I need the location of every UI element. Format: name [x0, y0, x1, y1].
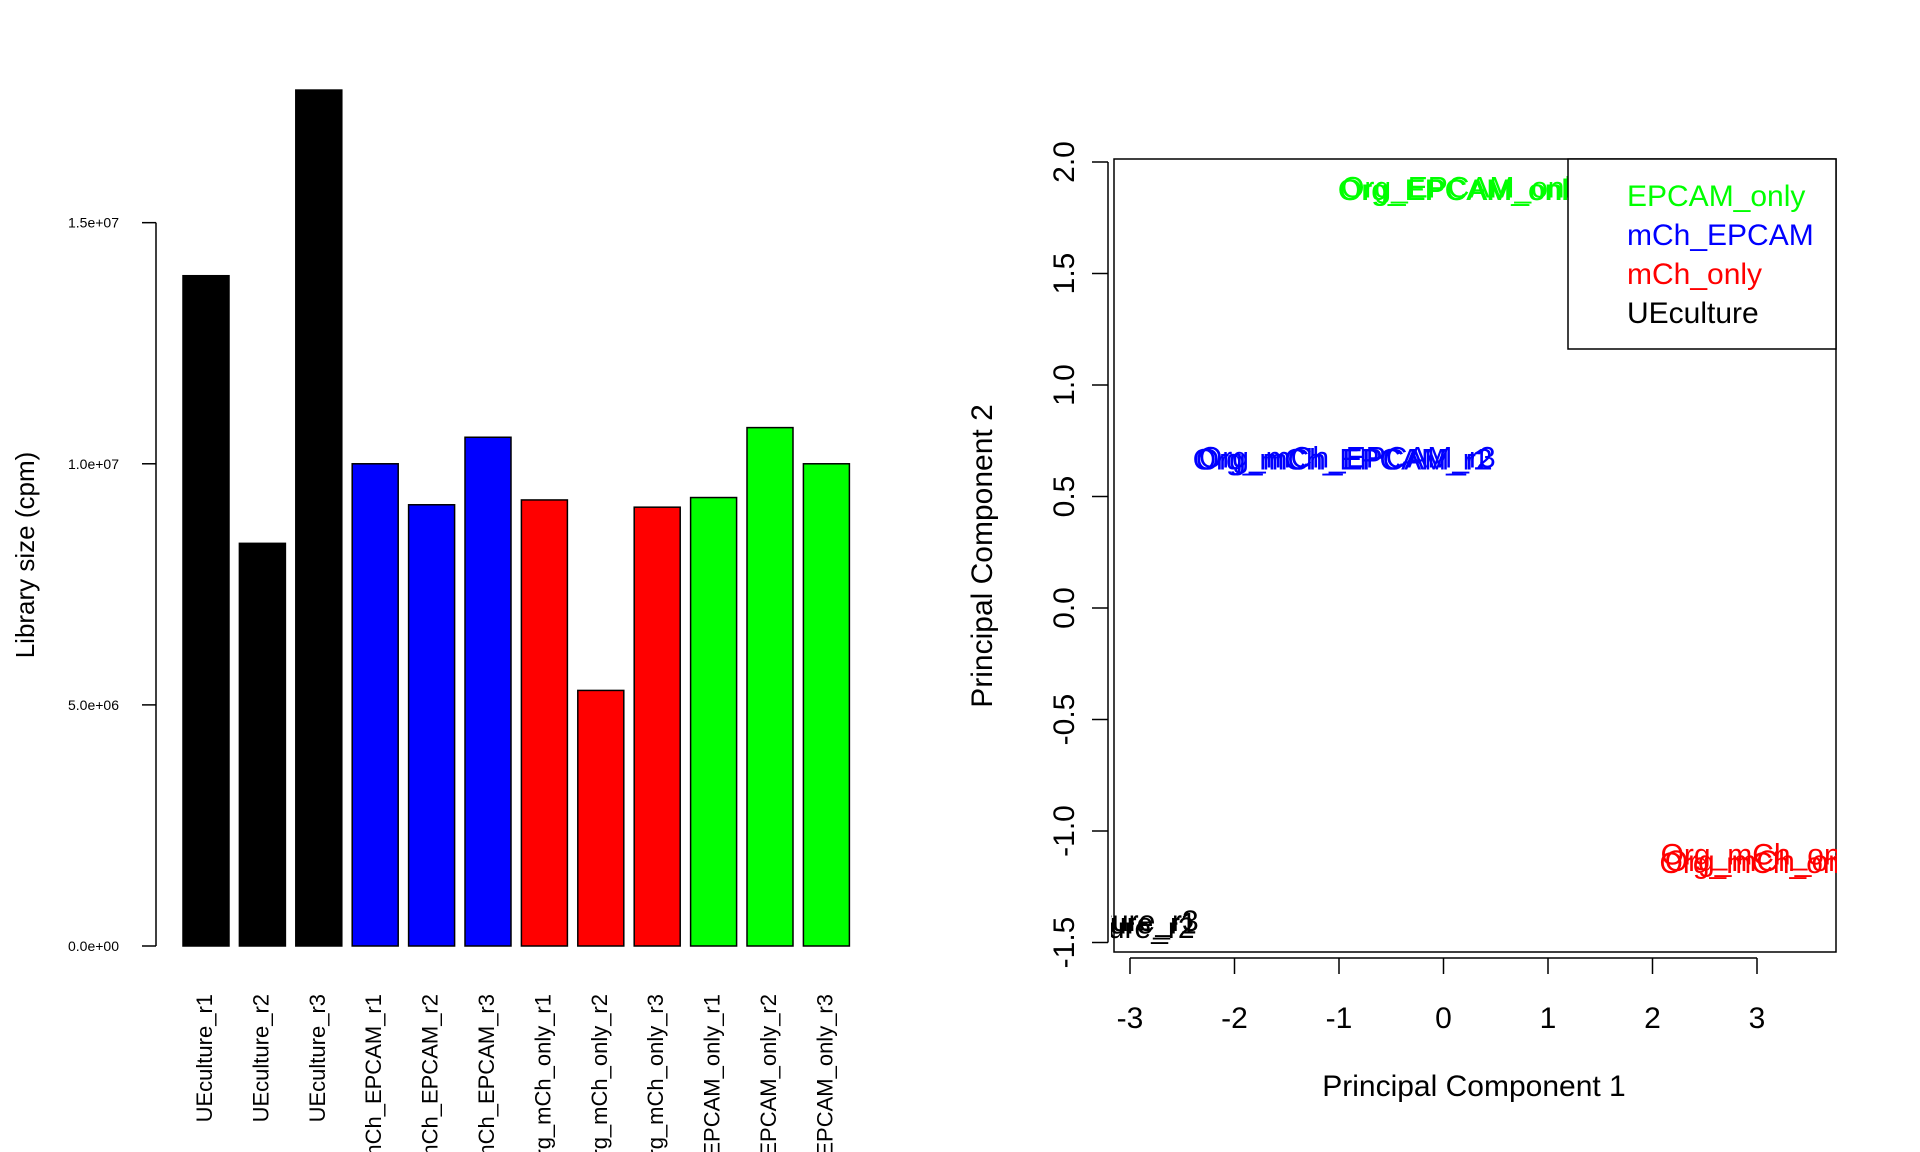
pca-point-label: Org_mCh_only_r2: [1660, 847, 1905, 880]
pca-y-axis-title: Principal Component 2: [966, 404, 999, 708]
bar-y-tick-label: 1.5e+07: [68, 215, 119, 231]
bar-y-axis: 0.0e+00 5.0e+06 1.0e+07 1.5e+07: [68, 215, 157, 954]
pca-x-tick-label: 1: [1540, 1002, 1557, 1035]
bar-y-axis-title: Library size (cpm): [10, 452, 40, 659]
pca-point-label: Org_mCh_only_r1: [1661, 838, 1906, 871]
pca-x-tick-label: 0: [1435, 1002, 1452, 1035]
bar-y-tick-label: 5.0e+06: [68, 697, 119, 713]
bar-UEculture_r2: [238, 542, 287, 947]
bar-x-tick-label: Org_mCh_only_r3: [643, 994, 668, 1152]
pca-point-label: UEculture_r1: [1022, 907, 1197, 940]
bar-y-tick-label: 1.0e+07: [68, 456, 119, 472]
library-size-bar-chart: 0.0e+00 5.0e+06 1.0e+07 1.5e+07 UEculture_r…: [10, 89, 851, 1152]
bar-Org_EPCAM_only_r2: [746, 426, 794, 947]
pca-legend: EPCAM_only mCh_EPCAM mCh_only UEculture: [1567, 158, 1837, 350]
bar-Org_mCh_EPCAM_r3: [464, 436, 512, 947]
bar-x-tick-label: Org_mCh_EPCAM_r3: [474, 994, 499, 1152]
bar-Org_mCh_only_r2: [577, 689, 625, 947]
bar-x-tick-label: Org_mCh_EPCAM_r2: [418, 994, 443, 1152]
pca-legend-entry: UEculture: [1627, 297, 1759, 330]
pca-point-label: Org_mCh_EPCAM_r2: [1196, 444, 1493, 477]
pca-point-label: UEculture_r2: [1019, 912, 1194, 945]
bar-x-tick-label: UEculture_r2: [248, 994, 273, 1122]
pca-y-tick-label: 0.0: [1048, 587, 1081, 629]
pca-legend-entry: mCh_only: [1627, 258, 1762, 291]
bar-UEculture_r1: [182, 274, 230, 947]
pca-y-tick-label: 0.5: [1048, 476, 1081, 518]
pca-y-axis: -1.5 -1.0 -0.5 0.0 0.5 1.0 1.5 2.0: [1048, 141, 1109, 969]
pca-x-tick-label: 2: [1644, 1002, 1661, 1035]
pca-x-tick-label: -3: [1117, 1002, 1144, 1035]
bar-Org_mCh_EPCAM_r2: [407, 504, 456, 947]
bar-x-tick-label: Org_mCh_only_r2: [587, 994, 612, 1152]
pca-y-tick-label: 2.0: [1048, 141, 1081, 183]
bar-series: [182, 89, 851, 947]
bar-Org_mCh_EPCAM_r1: [351, 463, 399, 947]
pca-x-tick-label: -2: [1221, 1002, 1248, 1035]
pca-x-axis: -3 -2 -1 0 1 2 3: [1117, 957, 1766, 1035]
pca-legend-box: [1567, 158, 1837, 350]
pca-legend-entry: mCh_EPCAM: [1627, 219, 1814, 252]
pca-y-tick-label: 1.5: [1048, 253, 1081, 295]
pca-y-tick-label: -1.5: [1048, 917, 1081, 969]
pca-point-label: Org_mCh_only_r3: [1665, 845, 1910, 878]
bar-UEculture_r3: [295, 89, 343, 947]
bar-Org_mCh_only_r1: [520, 499, 569, 947]
bar-x-tick-label: Org_mCh_EPCAM_r1: [361, 994, 386, 1152]
pca-legend-entry: EPCAM_only: [1627, 180, 1805, 213]
bar-Org_EPCAM_only_r3: [802, 463, 851, 947]
pca-y-tick-label: -1.0: [1048, 805, 1081, 857]
pca-x-tick-label: 3: [1749, 1002, 1766, 1035]
bar-x-tick-label: Org_EPCAM_only_r1: [700, 994, 725, 1152]
bar-x-tick-label: Org_EPCAM_only_r2: [756, 994, 781, 1152]
pca-point-label: Org_mCh_EPCAM_r1: [1193, 444, 1490, 477]
bar-Org_EPCAM_only_r1: [689, 496, 738, 947]
pca-point-label: Org_mCh_EPCAM_r3: [1199, 441, 1496, 474]
pca-plot-box: [1113, 158, 1837, 953]
bar-x-tick-label: UEculture_r1: [192, 994, 217, 1122]
bar-x-tick-label: Org_mCh_only_r1: [530, 994, 555, 1152]
pca-point-label: UEculture_r3: [1024, 905, 1199, 938]
pca-x-tick-label: -1: [1326, 1002, 1353, 1035]
bar-x-tick-label: UEculture_r3: [305, 994, 330, 1122]
pca-y-tick-label: -0.5: [1048, 694, 1081, 746]
bar-y-tick-label: 0.0e+00: [68, 938, 119, 954]
bar-x-tick-labels: UEculture_r1 UEculture_r2 UEculture_r3 Org_…: [192, 994, 837, 1152]
bar-x-tick-label: Org_EPCAM_only_r3: [812, 994, 837, 1152]
pca-x-axis-title: Principal Component 1: [1322, 1070, 1626, 1103]
pca-y-tick-label: 1.0: [1048, 364, 1081, 406]
bar-Org_mCh_only_r3: [633, 506, 681, 947]
